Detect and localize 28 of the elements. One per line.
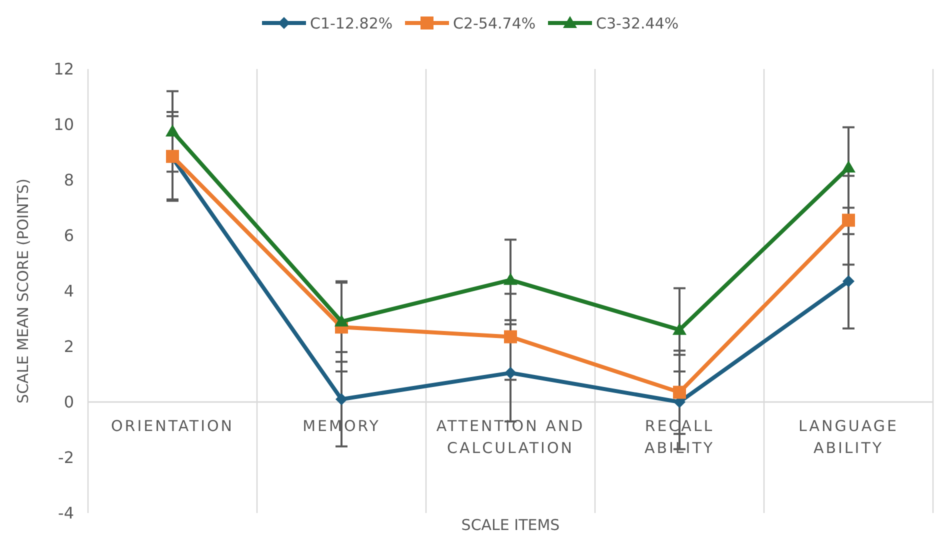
x-tick-label: ATTENTION AND CALCULATION: [436, 417, 585, 457]
point: [336, 393, 348, 406]
y-tick-label: 10: [54, 115, 74, 134]
x-tick-label: LANGUAGE ABILITY: [798, 417, 898, 457]
point: [672, 322, 686, 335]
x-axis-title: SCALE ITEMS: [461, 516, 560, 534]
point: [673, 386, 686, 399]
y-tick-label: -2: [58, 448, 74, 468]
legend-label: C2-54.74%: [453, 14, 536, 32]
x-tick-label: ORIENTATION: [110, 417, 234, 435]
point: [842, 214, 855, 227]
point: [334, 314, 348, 327]
y-tick-label: 8: [64, 170, 74, 190]
y-tick-label: 12: [54, 60, 74, 79]
point: [842, 160, 856, 173]
y-tick-label: -4: [58, 504, 74, 523]
legend-label: C3-32.44%: [596, 14, 679, 32]
point: [504, 330, 517, 344]
y-tick-label: 6: [64, 226, 74, 246]
y-tick-label: 0: [64, 392, 74, 412]
legend-label: C1-12.82%: [310, 14, 393, 32]
y-axis-title: SCALE MEAN SCORE (POINTS): [14, 178, 32, 404]
point: [504, 272, 518, 285]
point: [504, 366, 516, 379]
point: [166, 124, 180, 136]
y-tick-label: 4: [64, 282, 74, 301]
y-tick-label: 2: [64, 337, 74, 356]
point: [842, 275, 854, 288]
